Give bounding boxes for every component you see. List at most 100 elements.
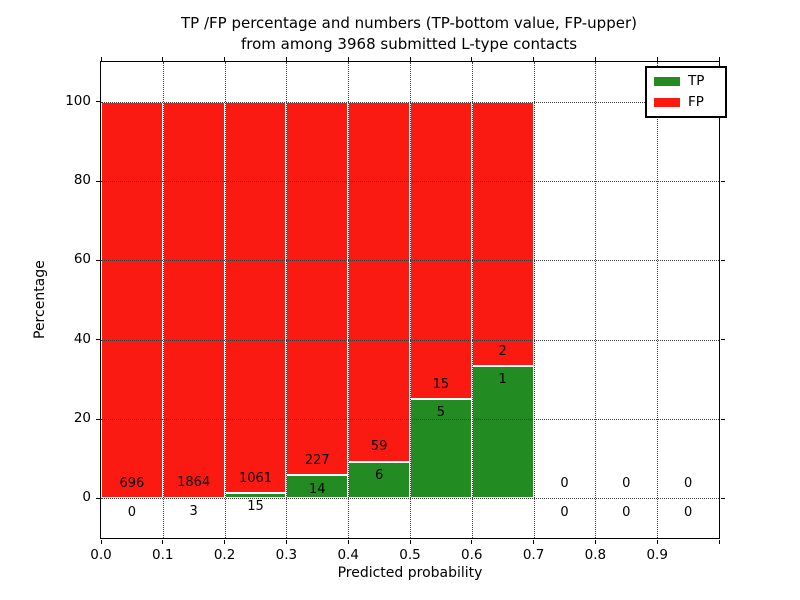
- y-axis-tick-right: [720, 418, 725, 420]
- gridline-horizontal: [101, 339, 719, 341]
- x-axis-tick-top: [285, 56, 287, 61]
- x-tick-label: 0.5: [399, 547, 421, 563]
- legend: TP FP: [645, 66, 727, 118]
- legend-entry-tp: TP: [654, 74, 718, 89]
- tp-count-label: 14: [309, 481, 326, 497]
- y-axis-tick-right: [720, 497, 725, 499]
- gridline-vertical: [162, 62, 164, 538]
- tp-count-label: 6: [374, 468, 384, 483]
- x-axis-tick: [285, 539, 287, 544]
- y-axis-tick-right: [720, 180, 725, 182]
- tp-count-label: 15: [247, 499, 264, 515]
- gridline-vertical: [533, 62, 535, 538]
- x-axis-tick: [100, 539, 102, 544]
- tp-count-label: 3: [189, 503, 198, 519]
- x-axis-tick-top: [594, 56, 596, 61]
- gridline-horizontal: [101, 101, 719, 103]
- fp-count-label: 696: [119, 476, 145, 492]
- y-tick-label: 100: [65, 92, 91, 109]
- tp-count-label: 1: [498, 372, 507, 388]
- x-tick-label: 0.9: [646, 547, 668, 563]
- x-axis-tick: [718, 539, 720, 544]
- gridline-vertical: [286, 62, 288, 538]
- fp-count-label: 59: [370, 439, 388, 455]
- x-tick-label: 0.1: [152, 547, 174, 563]
- gridline-vertical: [471, 62, 473, 538]
- gridline-vertical: [410, 62, 411, 538]
- y-axis-tick-right: [720, 339, 725, 341]
- fp-bar-segment: [224, 101, 287, 493]
- fp-count-label: 1864: [177, 475, 211, 491]
- chart-title-line2: from among 3968 submitted L-type contact…: [240, 35, 578, 53]
- x-axis-tick-top: [471, 56, 473, 61]
- y-axis-tick-right: [720, 259, 725, 261]
- tp-bar-segment: [348, 461, 410, 499]
- y-axis-tick: [95, 259, 100, 261]
- y-axis-tick: [95, 101, 100, 103]
- x-axis-label: Predicted probability: [337, 565, 483, 581]
- fp-swatch-icon: [654, 98, 680, 107]
- tp-count-label: 0: [622, 504, 631, 520]
- legend-label-fp: FP: [688, 94, 704, 110]
- x-tick-label: 0.6: [461, 547, 483, 563]
- tp-swatch-icon: [654, 77, 680, 86]
- tp-bar-segment: [410, 399, 472, 499]
- gridline-horizontal: [101, 181, 719, 182]
- tp-bar-segment: [471, 366, 534, 499]
- x-axis-tick-top: [409, 56, 411, 61]
- tp-count-label: 0: [683, 504, 693, 520]
- x-axis-tick-top: [533, 56, 535, 61]
- x-axis-tick: [594, 539, 596, 544]
- x-axis-tick: [224, 539, 226, 544]
- fp-count-label: 1061: [238, 470, 273, 486]
- y-tick-label: 20: [73, 410, 91, 426]
- fp-bar-segment: [162, 101, 225, 498]
- x-axis-tick: [533, 539, 535, 544]
- gridline-vertical: [224, 62, 226, 538]
- chart-title-line1: TP /FP percentage and numbers (TP-bottom…: [181, 14, 637, 32]
- fp-bar-segment: [471, 101, 534, 367]
- chart-title: TP /FP percentage and numbers (TP-bottom…: [100, 13, 718, 55]
- y-tick-label: 80: [73, 172, 91, 188]
- x-axis-tick: [656, 539, 658, 544]
- x-tick-label: 0.8: [584, 547, 607, 563]
- gridline-vertical: [595, 62, 597, 538]
- plot-area: Percentage Predicted probability TP FP 6…: [32, 56, 727, 581]
- fp-bar-segment: [101, 101, 163, 499]
- y-tick-label: 0: [82, 489, 91, 506]
- y-axis-tick: [95, 339, 100, 341]
- fp-count-label: 0: [622, 476, 631, 492]
- fp-bar-segment: [348, 101, 410, 462]
- y-axis-tick: [95, 418, 100, 420]
- x-axis-tick: [162, 539, 164, 544]
- legend-entry-fp: FP: [654, 95, 718, 110]
- fp-count-label: 2: [498, 343, 507, 359]
- x-axis-tick: [471, 539, 473, 544]
- fp-count-label: 0: [683, 476, 693, 492]
- y-axis-label: Percentage: [32, 260, 48, 340]
- x-axis-tick-top: [347, 56, 349, 61]
- fp-count-label: 0: [560, 476, 569, 492]
- x-axis-tick: [347, 539, 349, 544]
- tp-count-label: 0: [560, 504, 569, 520]
- gridline-horizontal: [101, 419, 719, 420]
- legend-label-tp: TP: [688, 73, 705, 89]
- gridline-vertical: [657, 62, 659, 538]
- gridline-horizontal: [101, 260, 719, 262]
- x-axis-tick-top: [718, 56, 720, 61]
- gridline-vertical: [348, 62, 350, 538]
- fp-count-label: 227: [304, 453, 330, 468]
- tp-count-label: 5: [436, 405, 446, 421]
- x-axis-tick-top: [162, 56, 164, 61]
- x-tick-label: 0.3: [275, 547, 298, 563]
- x-axis-tick-top: [100, 56, 102, 61]
- y-tick-label: 40: [73, 330, 91, 347]
- fp-bar-segment: [410, 101, 472, 400]
- x-tick-label: 0.4: [337, 547, 359, 563]
- x-tick-label: 0.0: [90, 547, 112, 563]
- fp-count-label: 15: [432, 376, 450, 392]
- tp-count-label: 0: [127, 504, 137, 520]
- x-axis-tick-top: [656, 56, 658, 61]
- x-axis-tick-top: [224, 56, 226, 61]
